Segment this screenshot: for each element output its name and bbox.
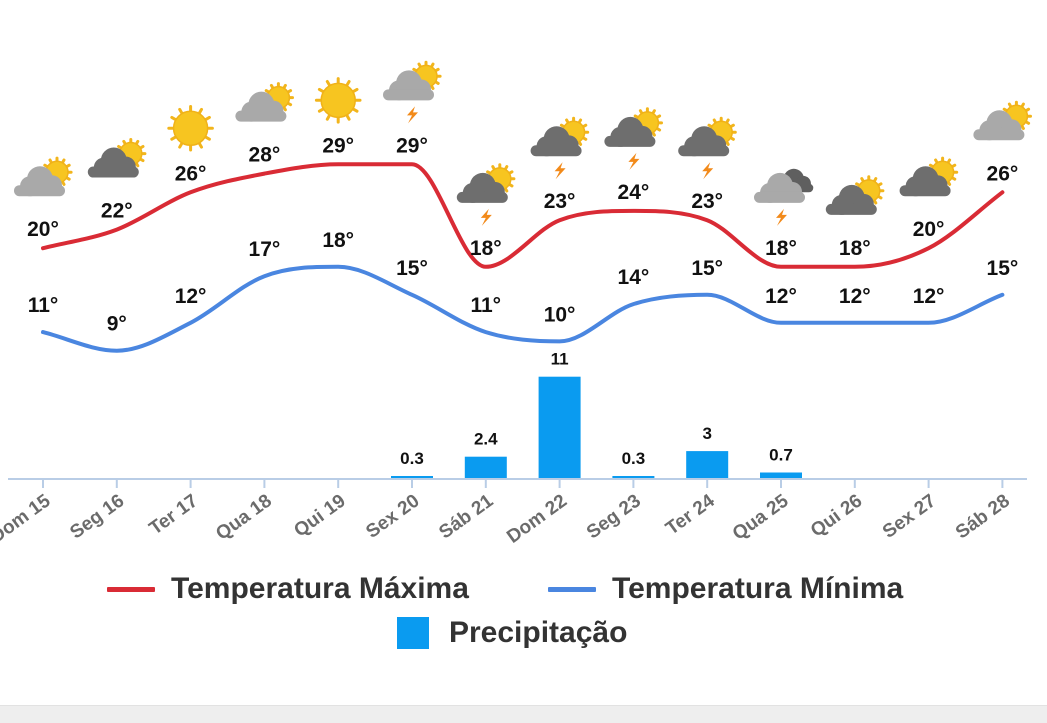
partly-cloudy-dark-storm-icon: [530, 116, 590, 180]
max-temp-label: 24°: [618, 181, 650, 204]
weather-icons: [14, 60, 1032, 226]
min-temp-label: 14°: [618, 266, 650, 289]
partly-cloudy-dark-storm-icon: [678, 116, 737, 180]
x-tick-label: Qui 26: [807, 490, 866, 541]
precip-bar[interactable]: [686, 451, 729, 479]
sun-icon: [314, 77, 362, 124]
x-tick-label: Sáb 28: [952, 490, 1014, 543]
min-temp-label: 12°: [175, 285, 207, 308]
precip-bar[interactable]: [464, 456, 507, 479]
max-temp-label: 23°: [544, 190, 576, 213]
legend-label-max: Temperatura Máxima: [171, 572, 469, 605]
min-temp-label: 18°: [322, 229, 354, 252]
precip-bar[interactable]: [612, 476, 655, 479]
precip-bar[interactable]: [538, 376, 581, 479]
x-tick-label: Ter 24: [662, 490, 719, 539]
precip-bar[interactable]: [391, 476, 433, 479]
temp-labels: 20° 22° 26° 28° 29° 29° 18° 23° 24° 23° 18° 18° 20° 2…: [27, 134, 1018, 335]
x-tick-label: Dom 22: [503, 490, 571, 547]
x-tick-label: Sex 20: [362, 490, 423, 542]
min-temp-label: 15°: [987, 257, 1019, 280]
max-temp-label: 29°: [396, 134, 428, 157]
max-temp-label: 18°: [470, 237, 502, 260]
max-temp-label: 18°: [839, 237, 871, 260]
partly-cloudy-dark-icon: [825, 175, 885, 215]
legend-item-max[interactable]: Temperatura Máxima: [107, 572, 469, 606]
partly-cloudy-dark-icon: [87, 138, 147, 178]
cloudy-storm-icon: [754, 168, 814, 226]
x-tick-label: Qua 25: [729, 490, 793, 544]
precip-value-label: 0.3: [400, 449, 424, 468]
precip-value-label: 0.3: [622, 449, 646, 468]
precip-value-label: 11: [551, 350, 569, 369]
min-temp-label: 10°: [544, 303, 576, 326]
legend-item-min[interactable]: Temperatura Mínima: [548, 572, 903, 606]
sun-icon: [167, 105, 214, 152]
partly-cloudy-icon: [235, 82, 294, 122]
min-temp-label: 11°: [28, 294, 59, 317]
partly-cloudy-icon: [14, 156, 73, 197]
legend-swatch-precip: [397, 617, 429, 649]
x-tick-label: Qui 19: [290, 490, 349, 541]
legend-swatch-min: [548, 586, 596, 592]
legend-item-precip[interactable]: Precipitação: [397, 616, 627, 650]
max-temp-label: 26°: [987, 162, 1019, 185]
x-tick-label: Seg 16: [66, 490, 128, 543]
min-temp-label: 12°: [839, 285, 871, 308]
max-temp-label: 28°: [249, 144, 281, 167]
precip-bars: 0.3 2.4 11 0.3 3 0.7: [391, 350, 802, 479]
x-tick-label: Ter 17: [146, 490, 202, 539]
precip-value-label: 2.4: [474, 430, 498, 449]
max-temp-label: 20°: [27, 218, 59, 241]
max-temp-label: 26°: [175, 162, 207, 185]
max-temp-label: 20°: [913, 218, 945, 241]
x-axis-ticks: Dom 15 Seg 16 Ter 17 Qua 18 Qui 19 Sex 20 Sáb …: [0, 479, 1014, 548]
precip-value-label: 0.7: [769, 446, 793, 465]
min-temp-label: 15°: [396, 257, 428, 280]
x-tick-label: Qua 18: [212, 490, 276, 544]
min-temp-label: 15°: [691, 257, 723, 280]
legend-label-precip: Precipitação: [449, 616, 628, 649]
min-temp-label: 11°: [470, 294, 501, 317]
max-temp-label: 23°: [691, 190, 723, 213]
max-temp-label: 18°: [765, 237, 797, 260]
partly-cloudy-dark-icon: [899, 156, 959, 197]
bottom-strip: [0, 705, 1047, 723]
x-tick-label: Dom 15: [0, 490, 55, 548]
min-temp-label: 12°: [913, 285, 945, 308]
x-tick-label: Seg 23: [583, 490, 645, 543]
x-tick-label: Sex 27: [879, 490, 940, 542]
min-temp-line[interactable]: [41, 264, 1005, 353]
min-temp-label: 12°: [765, 285, 797, 308]
partly-cloudy-dark-storm-icon: [604, 107, 663, 170]
max-temp-label: 29°: [322, 134, 354, 157]
chart-legend: Temperatura Máxima Temperatura Mínima Pr…: [0, 560, 1047, 670]
min-temp-label: 9°: [107, 313, 127, 336]
min-temp-label: 17°: [249, 238, 281, 261]
partly-cloudy-icon: [973, 100, 1032, 141]
partly-cloudy-storm-icon: [383, 60, 442, 124]
legend-label-min: Temperatura Mínima: [612, 572, 904, 605]
max-temp-label: 22°: [101, 200, 133, 223]
precip-value-label: 3: [702, 424, 711, 443]
legend-swatch-max: [107, 586, 155, 592]
max-temp-line[interactable]: [41, 162, 1005, 269]
x-tick-label: Sáb 21: [435, 490, 497, 543]
partly-cloudy-dark-storm-icon: [456, 163, 516, 226]
weather-chart: 0.3 2.4 11 0.3 3 0.7 Dom 15 Seg 16 Ter 17 Qua 18 Q…: [0, 60, 1032, 548]
precip-bar[interactable]: [760, 472, 802, 480]
